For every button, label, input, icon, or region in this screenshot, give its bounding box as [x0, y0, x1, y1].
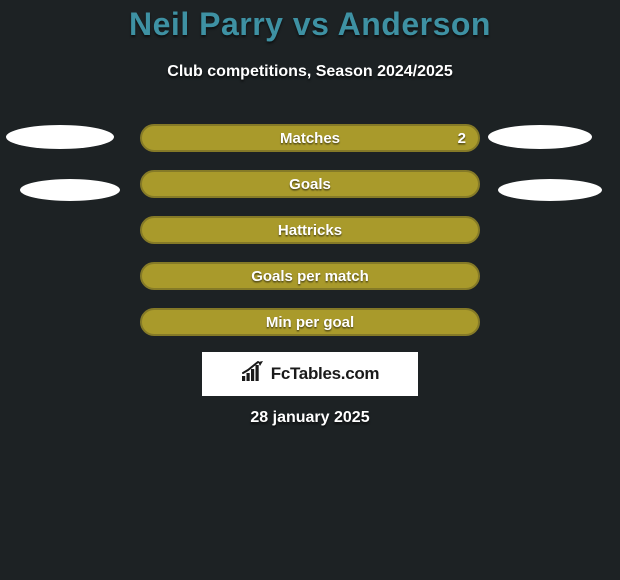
- stat-row-hattricks: Hattricks: [140, 216, 480, 244]
- right-ellipse-1: [488, 125, 592, 149]
- date-label: 28 january 2025: [0, 409, 620, 427]
- left-ellipse-1: [6, 125, 114, 149]
- stat-bar: Goals: [140, 170, 480, 198]
- stat-value: 2: [458, 126, 466, 150]
- comparison-infographic: Neil Parry vs Anderson Club competitions…: [0, 0, 620, 580]
- stat-label: Goals: [142, 172, 478, 196]
- subtitle-text: Club competitions, Season 2024/2025: [167, 63, 452, 80]
- date-text: 28 january 2025: [250, 409, 369, 426]
- stat-label: Goals per match: [142, 264, 478, 288]
- bars-icon: [241, 361, 267, 388]
- stat-bar: Hattricks: [140, 216, 480, 244]
- subtitle: Club competitions, Season 2024/2025: [0, 63, 620, 81]
- stat-row-goals: Goals: [140, 170, 480, 198]
- stat-bar: Matches 2: [140, 124, 480, 152]
- stat-bar: Min per goal: [140, 308, 480, 336]
- brand-logo: FcTables.com: [202, 352, 418, 396]
- stat-bar: Goals per match: [140, 262, 480, 290]
- stat-row-goals-per-match: Goals per match: [140, 262, 480, 290]
- left-ellipse-2: [20, 179, 120, 201]
- title-text: Neil Parry vs Anderson: [129, 6, 491, 42]
- stat-row-min-per-goal: Min per goal: [140, 308, 480, 336]
- stat-row-matches: Matches 2: [140, 124, 480, 152]
- stat-label: Hattricks: [142, 218, 478, 242]
- brand-text: FcTables.com: [271, 364, 380, 384]
- stat-label: Matches: [142, 126, 478, 150]
- right-ellipse-2: [498, 179, 602, 201]
- page-title: Neil Parry vs Anderson: [0, 6, 620, 43]
- stat-label: Min per goal: [142, 310, 478, 334]
